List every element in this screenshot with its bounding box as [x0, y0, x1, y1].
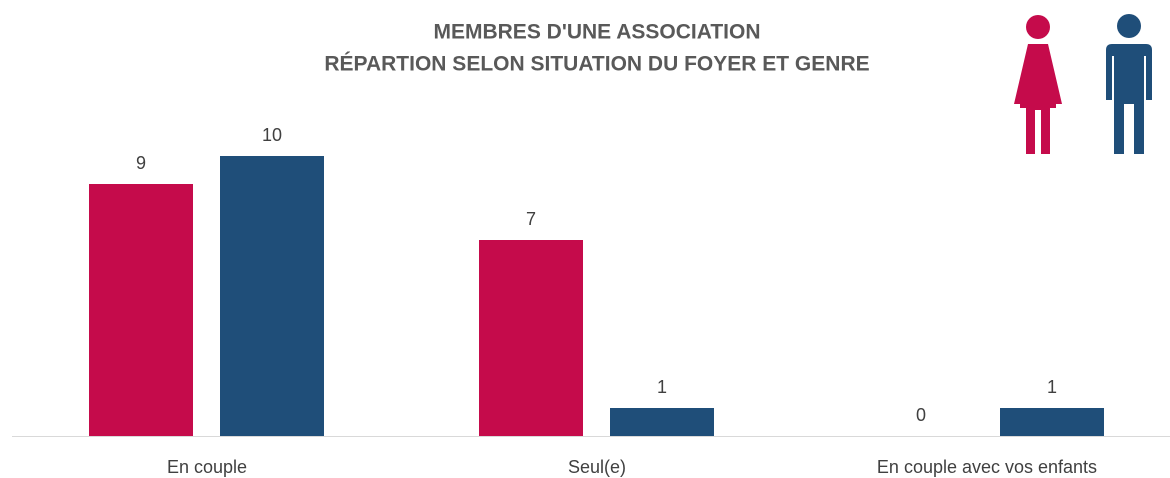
- man-icon: [1106, 14, 1152, 154]
- data-label: 0: [916, 405, 926, 425]
- data-label: 1: [1047, 377, 1057, 397]
- data-label: 10: [262, 125, 282, 145]
- x-tick-label: En couple: [167, 457, 247, 477]
- data-label: 1: [657, 377, 667, 397]
- woman-icon: [1014, 15, 1062, 154]
- data-label: 7: [526, 209, 536, 229]
- data-label: 9: [136, 153, 146, 173]
- chart-title: MEMBRES D'UNE ASSOCIATION: [433, 21, 760, 44]
- chart-title: RÉPARTION SELON SITUATION DU FOYER ET GE…: [324, 53, 869, 76]
- x-tick-label: Seul(e): [568, 457, 626, 477]
- bar: [479, 240, 583, 436]
- bar: [610, 408, 714, 436]
- bar: [220, 156, 324, 436]
- x-tick-label: En couple avec vos enfants: [877, 457, 1097, 477]
- bar: [89, 184, 193, 436]
- bar: [1000, 408, 1104, 436]
